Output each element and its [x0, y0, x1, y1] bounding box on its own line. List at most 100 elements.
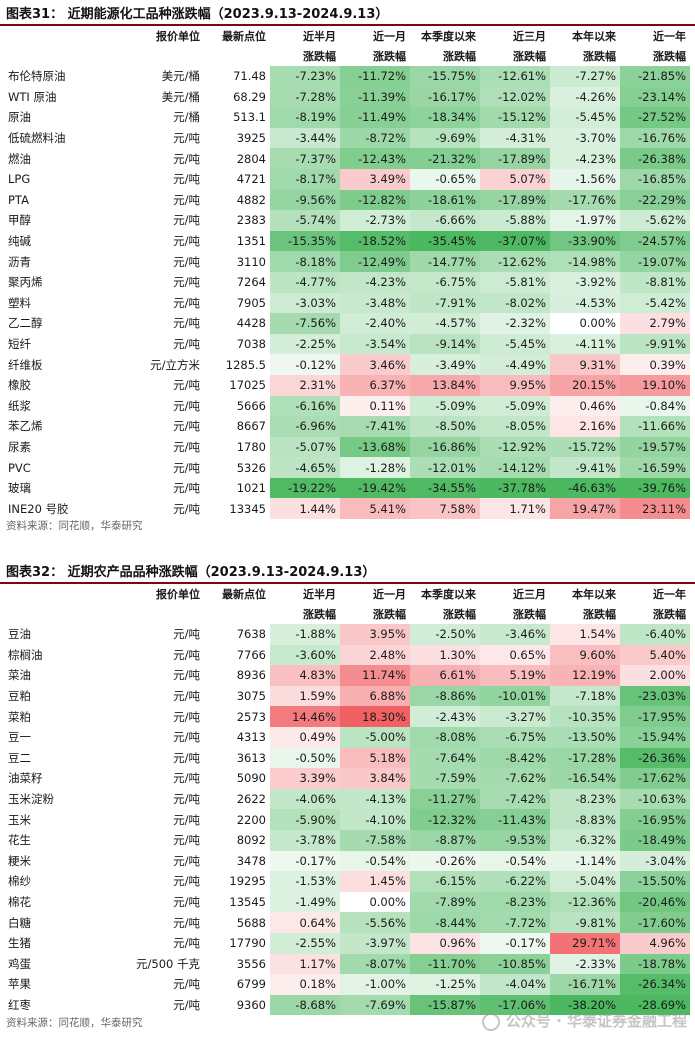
commodity-name: 玉米 [8, 812, 31, 827]
quote-unit: 元/吨 [173, 501, 200, 516]
change-cell: -4.13% [340, 788, 410, 810]
change-cell: -17.60% [620, 912, 690, 933]
latest-price: 2622 [236, 792, 266, 807]
change-cell: -8.05% [480, 416, 550, 437]
change-cell: -12.43% [340, 148, 410, 169]
latest-price: 8936 [236, 668, 266, 683]
change-cell: -3.27% [480, 706, 550, 727]
change-cell: -9.56% [270, 189, 340, 211]
quote-unit: 元/吨 [173, 378, 200, 393]
latest-price: 3478 [236, 853, 266, 868]
change-cell: -19.22% [270, 477, 340, 499]
change-cell: -6.15% [410, 871, 480, 892]
commodity-name: 豆粕 [8, 689, 31, 704]
quote-unit: 美元/桶 [161, 69, 200, 84]
quote-unit: 元/立方米 [150, 357, 200, 372]
change-cell: 4.83% [270, 665, 340, 686]
change-cell: 0.65% [480, 644, 550, 666]
change-cell: -15.50% [620, 871, 690, 892]
column-header: 本年以来 [572, 588, 616, 601]
table-row: 菜油 元/吨 8936 4.83% 11.74% 6.61% 5.19% 12.19% 2.00… [4, 665, 690, 686]
change-cell: -8.50% [410, 416, 480, 437]
change-cell: -38.20% [550, 994, 620, 1016]
change-cell: -12.82% [340, 189, 410, 211]
change-cell: -0.50% [270, 747, 340, 769]
change-cell: 4.96% [620, 932, 690, 954]
change-cell: -3.78% [270, 829, 340, 851]
change-cell: 0.11% [340, 395, 410, 417]
change-cell: -24.57% [620, 230, 690, 252]
table-row: 红枣 元/吨 9360 -8.68% -7.69% -15.87% -17.06% -38.2… [4, 994, 690, 1016]
column-header: 近三月 [513, 30, 546, 43]
change-cell: -7.27% [550, 66, 620, 87]
table-row: 布伦特原油 美元/桶 71.48 -7.23% -11.72% -15.75% -12.61… [4, 66, 690, 87]
column-header: 近一月 [373, 30, 406, 43]
change-cell: 0.00% [340, 891, 410, 913]
change-cell: -7.18% [550, 685, 620, 707]
latest-price: 4882 [236, 192, 266, 207]
change-cell: -9.81% [550, 912, 620, 933]
change-cell: 12.19% [550, 665, 620, 686]
wechat-icon [481, 1012, 500, 1031]
change-cell: -2.43% [410, 706, 480, 727]
change-cell: -22.29% [620, 189, 690, 211]
change-cell: -3.70% [550, 127, 620, 149]
change-cell: -10.63% [620, 788, 690, 810]
quote-unit: 元/吨 [173, 398, 200, 413]
latest-price: 1780 [236, 439, 266, 454]
change-cell: -8.86% [410, 685, 480, 707]
change-cell: -4.57% [410, 313, 480, 334]
change-cell: -2.40% [340, 313, 410, 334]
latest-price: 13545 [229, 895, 266, 910]
table-row: LPG 元/吨 4721 -8.17% 3.49% -0.65% 5.07% -1.56% -1… [4, 168, 690, 190]
quote-unit: 元/吨 [173, 275, 200, 290]
agricultural-table: 报价单位 最新点位 近半月 近一月 本季度以来 近三月 本年以来 近一年 涨跌幅 涨跌幅 涨跌幅 涨跌… [4, 584, 690, 1016]
change-cell: -23.14% [620, 86, 690, 108]
table-row: 短纤 元/吨 7038 -2.25% -3.54% -9.14% -5.45% -4.11% -… [4, 333, 690, 355]
quote-unit: 元/吨 [173, 254, 200, 269]
commodity-name: 白糖 [8, 915, 31, 930]
latest-price: 19295 [229, 874, 266, 889]
change-cell: 1.30% [410, 644, 480, 666]
table-row: 棕榈油 元/吨 7766 -3.60% 2.48% 1.30% 0.65% 9.60% 5.40… [4, 644, 690, 666]
change-cell: -15.12% [480, 107, 550, 128]
change-cell: 3.95% [340, 624, 410, 645]
table-row: 豆油 元/吨 7638 -1.88% 3.95% -2.50% -3.46% 1.54% -6.… [4, 624, 690, 645]
table-row: 纯碱 元/吨 1351 -15.35% -18.52% -35.45% -37.07% -33… [4, 230, 690, 252]
change-cell: -7.42% [480, 788, 550, 810]
change-cell: -1.53% [270, 871, 340, 892]
energy-chemical-table: 报价单位 最新点位 近半月 近一月 本季度以来 近三月 本年以来 近一年 涨跌幅 涨跌幅 涨跌幅 涨跌… [4, 26, 690, 520]
change-cell: -2.55% [270, 932, 340, 954]
quote-unit: 元/吨 [173, 709, 200, 724]
commodity-name: 豆一 [8, 730, 31, 745]
latest-price: 4721 [236, 172, 266, 187]
table-row: 燃油 元/吨 2804 -7.37% -12.43% -21.32% -17.89% -4.2… [4, 148, 690, 169]
latest-price: 513.1 [233, 110, 266, 125]
change-cell: -18.61% [410, 189, 480, 211]
change-cell: -12.01% [410, 457, 480, 478]
change-cell: -3.44% [270, 127, 340, 149]
change-cell: -5.07% [270, 436, 340, 458]
latest-price: 1021 [236, 481, 266, 496]
latest-price: 3110 [236, 254, 266, 269]
change-cell: -8.07% [340, 953, 410, 975]
change-cell: -4.26% [550, 86, 620, 108]
latest-price: 7264 [236, 275, 266, 290]
commodity-name: 纸浆 [8, 398, 31, 413]
column-header: 本季度以来 [421, 588, 476, 601]
quote-unit: 元/吨 [173, 689, 200, 704]
table-row: 豆二 元/吨 3613 -0.50% 5.18% -7.64% -8.42% -17.28% -… [4, 747, 690, 769]
table-row: WTI 原油 美元/桶 68.29 -7.28% -11.39% -16.17% -12.0… [4, 86, 690, 108]
change-cell: -11.49% [340, 107, 410, 128]
change-cell: -5.42% [620, 292, 690, 314]
watermark: 公众号 · 华泰证券金融工程 [481, 1010, 687, 1031]
change-cell: -17.62% [620, 768, 690, 789]
change-cell: -27.52% [620, 107, 690, 128]
change-cell: -5.88% [480, 210, 550, 231]
latest-price: 2804 [236, 151, 266, 166]
change-cell: -17.95% [620, 706, 690, 727]
quote-unit: 元/吨 [173, 936, 200, 951]
table-row: 棉纱 元/吨 19295 -1.53% 1.45% -6.15% -6.22% -5.04% -… [4, 871, 690, 892]
change-cell: -33.90% [550, 230, 620, 252]
change-cell: -7.62% [480, 768, 550, 789]
